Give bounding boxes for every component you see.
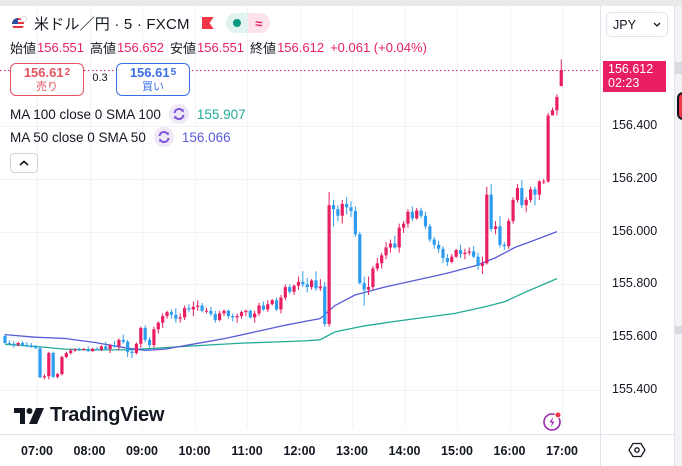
time-axis-label: 17:00 — [546, 444, 578, 458]
price-axis-label: 156.400 — [612, 118, 658, 132]
refresh-icon[interactable] — [153, 127, 174, 147]
close-value: 156.612 — [277, 39, 325, 55]
indicator-ma100[interactable]: MA 100 close 0 SMA 100 155.907 — [10, 104, 246, 124]
time-axis-label: 08:00 — [73, 444, 106, 458]
change-value: +0.061 (+0.04%) — [330, 39, 427, 55]
buy-button[interactable]: 156.615 買い — [116, 63, 190, 96]
time-axis-label: 11:00 — [231, 444, 263, 458]
time-axis-label: 09:00 — [126, 444, 158, 458]
market-status-pill[interactable]: ≈ — [225, 13, 270, 33]
chart-frame — [0, 6, 682, 466]
close-label: 終値 — [250, 40, 277, 56]
market-open-dot-icon — [225, 13, 248, 33]
ohlc-values: 始値 156.551 高値 156.652 安値 156.551 終値 156.… — [10, 37, 433, 57]
tradingview-logo[interactable]: TradingView — [14, 404, 164, 427]
time-axis-label: 14:00 — [388, 444, 421, 458]
low-value: 156.551 — [197, 39, 245, 55]
price-axis-label: 155.600 — [612, 329, 658, 344]
settings-hexagon-icon[interactable] — [628, 441, 646, 459]
tradingview-logo-icon — [14, 407, 44, 424]
indicator-ma50[interactable]: MA 50 close 0 SMA 50 156.066 — [10, 127, 231, 147]
lightning-alert-icon[interactable] — [542, 411, 562, 431]
delayed-approx-icon: ≈ — [247, 13, 270, 33]
open-value: 156.551 — [37, 39, 85, 55]
indicator-label: MA 50 close 0 SMA 50 — [10, 129, 146, 145]
buy-price: 156.615 — [130, 66, 176, 80]
us-flag-icon — [12, 16, 28, 30]
indicator-label: MA 100 close 0 SMA 100 — [10, 106, 161, 122]
tradingview-wordmark: TradingView — [50, 404, 165, 426]
sell-label: 売り — [36, 80, 58, 93]
low-label: 安値 — [170, 40, 197, 56]
sell-button[interactable]: 156.612 売り — [10, 63, 84, 96]
trade-buttons: 156.612 売り 0.3 156.615 買い — [10, 63, 190, 96]
sell-price: 156.612 — [24, 66, 70, 80]
sell-price-pip: 2 — [64, 67, 71, 79]
panel-separator — [675, 62, 682, 74]
buy-price-pip: 5 — [170, 67, 177, 79]
indicator-value: 156.066 — [181, 129, 231, 145]
symbol-title[interactable]: 米ドル／円 · 5 · FXCM — [34, 15, 190, 33]
panel-separator — [675, 326, 682, 334]
currency-select[interactable]: JPY — [606, 12, 668, 37]
candlestick-series — [3, 59, 563, 380]
price-axis-label: 155.800 — [612, 276, 658, 291]
sell-price-main: 156.61 — [23, 65, 64, 81]
last-price-tag: 156.612 02:23 — [603, 61, 666, 92]
moving-average-lines — [4, 230, 558, 352]
price-chart[interactable] — [0, 6, 674, 466]
symbol-title-row[interactable]: 米ドル／円 · 5 · FXCM ≈ — [10, 12, 433, 34]
high-value: 156.652 — [117, 39, 165, 55]
price-axis-label: 155.400 — [612, 382, 658, 396]
time-axis-label: 16:00 — [493, 444, 526, 458]
red-flag-icon[interactable] — [201, 17, 214, 29]
refresh-icon[interactable] — [168, 104, 189, 124]
spread-value: 0.3 — [92, 71, 108, 84]
indicator-value: 155.907 — [196, 106, 246, 122]
window-top-strip — [0, 0, 682, 6]
price-axis-label: 156.000 — [612, 223, 658, 238]
open-label: 始値 — [10, 40, 37, 56]
collapse-legend-button[interactable] — [10, 153, 38, 173]
time-axis-label: 12:00 — [283, 444, 316, 458]
buy-price-main: 156.61 — [129, 65, 170, 81]
chart-grid — [0, 6, 600, 428]
time-axis-label: 13:00 — [336, 444, 368, 458]
high-label: 高値 — [90, 40, 117, 56]
right-side-panel-edge — [674, 6, 682, 466]
time-axis-label: 07:00 — [21, 444, 53, 458]
bar-countdown: 02:23 — [608, 76, 640, 90]
buy-label: 買い — [142, 80, 164, 93]
time-axis-label: 15:00 — [441, 444, 473, 458]
side-panel-tab[interactable] — [677, 92, 682, 120]
price-axis-label: 156.200 — [612, 170, 658, 185]
time-axis-label: 10:00 — [178, 444, 211, 458]
chart-legend: 米ドル／円 · 5 · FXCM ≈ 始値 156.551 高値 156.652… — [10, 12, 433, 57]
chevron-up-icon — [19, 160, 29, 166]
last-price-value: 156.612 — [608, 62, 654, 76]
currency-value: JPY — [613, 17, 636, 32]
chevron-down-icon — [653, 22, 661, 27]
